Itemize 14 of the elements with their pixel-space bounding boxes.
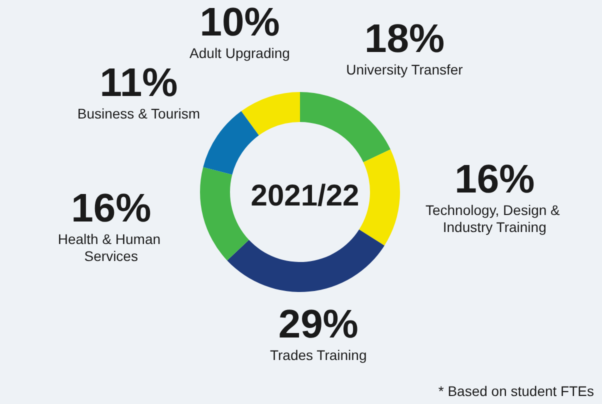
text: 2021/22 (250, 180, 360, 212)
data-label: 10% (200, 0, 280, 45)
slice-label: Technology, Design & Industry Training (425, 202, 564, 236)
slice-label: Trades Training (270, 346, 367, 363)
slice-label: Health & Human Services (58, 231, 164, 264)
text: * Based on student FTEs (438, 383, 594, 399)
data-label: 11% (100, 60, 178, 105)
slice-label: Adult Upgrading (190, 45, 290, 62)
slice-label: Business & Tourism (77, 105, 200, 122)
data-label: 16% (71, 186, 152, 231)
data-label: 18% (364, 17, 445, 62)
data-label: 29% (278, 302, 358, 346)
data-label: 16% (454, 158, 535, 202)
slice-label: University Transfer (346, 62, 464, 78)
